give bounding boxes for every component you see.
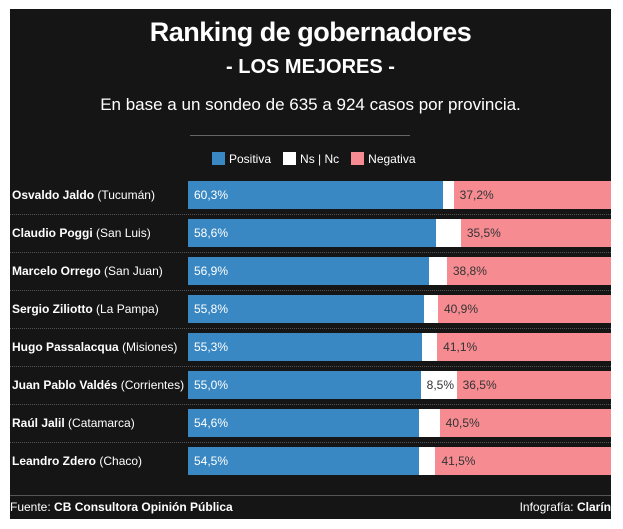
bar-positiva: 55,3% (188, 333, 422, 361)
bar-row: Leandro Zdero (Chaco) 54,5% 41,5% (10, 447, 611, 485)
data-label (429, 264, 435, 278)
chart-panel: Ranking de gobernadores - LOS MEJORES - … (10, 9, 611, 519)
bar-row: Juan Pablo Valdés (Corrientes) 55,0% 8,5% 3… (10, 371, 611, 409)
bar-nsnc (428, 257, 447, 285)
row-separator (10, 328, 611, 329)
bar-nsnc (418, 447, 436, 475)
data-label (436, 226, 442, 240)
bar-positiva: 54,6% (188, 409, 419, 437)
row-separator (10, 214, 611, 215)
bar-positiva: 58,6% (188, 219, 436, 247)
data-label (422, 340, 428, 354)
row-separator (10, 442, 611, 443)
row-separator (10, 404, 611, 405)
bar-nsnc (424, 295, 438, 323)
data-label: 56,9% (194, 264, 229, 278)
data-label: 40,9% (443, 302, 479, 316)
divider (190, 135, 410, 136)
bar-negativa: 41,1% (437, 333, 611, 361)
bar-positiva: 54,5% (188, 447, 419, 475)
row-label: Raúl Jalil (Catamarca) (12, 416, 135, 430)
data-label: 60,3% (194, 188, 229, 202)
footer: Fuente: CB Consultora Opinión Pública In… (10, 495, 611, 514)
bar-nsnc (418, 409, 440, 437)
data-label: 55,0% (194, 378, 229, 392)
row-separator (10, 366, 611, 367)
row-label: Osvaldo Jaldo (Tucumán) (12, 188, 155, 202)
bar-negativa: 40,9% (437, 295, 611, 323)
data-label: 55,3% (194, 340, 229, 354)
bar-row: Marcelo Orrego (San Juan) 56,9% 38,8% (10, 257, 611, 295)
bar-row: Raúl Jalil (Catamarca) 54,6% 40,5% (10, 409, 611, 447)
chart-title: Ranking de gobernadores (149, 17, 472, 47)
bar-negativa: 37,2% (453, 181, 611, 209)
bar-negativa: 41,5% (435, 447, 611, 475)
bar-nsnc (421, 333, 438, 361)
data-label: 41,5% (441, 454, 476, 468)
data-label (443, 188, 449, 202)
data-label: 55,8% (194, 302, 229, 316)
bar-negativa: 36,5% (456, 371, 611, 399)
chart-subtitle: - LOS MEJORES - (226, 56, 395, 78)
legend-nsnc: Ns | Nc (283, 152, 339, 166)
bar-row: Sergio Ziliotto (La Pampa) 55,8% 40,9% (10, 295, 611, 333)
bar-row: Osvaldo Jaldo (Tucumán) 60,3% 37,2% (10, 181, 611, 219)
bar-positiva: 55,8% (188, 295, 425, 323)
bar-nsnc: 8,5% (420, 371, 457, 399)
row-label: Claudio Poggi (San Luis) (12, 226, 151, 240)
bar-negativa: 40,5% (439, 409, 611, 437)
credit: Clarín (576, 500, 611, 514)
data-label: 37,2% (459, 188, 494, 202)
row-label: Marcelo Orrego (San Juan) (12, 264, 163, 278)
data-label: 38,8% (452, 264, 487, 278)
data-label (419, 454, 425, 468)
data-label: 40,5% (445, 416, 480, 430)
data-label: 54,6% (194, 416, 229, 430)
bar-row: Claudio Poggi (San Luis) 58,6% 35,5% (10, 219, 611, 257)
row-label: Juan Pablo Valdés (Corrientes) (12, 378, 185, 392)
source: CB Consultora Opinión Pública (54, 500, 233, 514)
data-label: 54,5% (194, 454, 229, 468)
legend-negativa: Negativa (351, 152, 416, 166)
bar-nsnc (443, 181, 454, 209)
legend-positiva: Positiva (212, 152, 271, 166)
data-label: 35,5% (466, 226, 501, 240)
data-label: 8,5% (426, 378, 454, 392)
bar-negativa: 38,8% (446, 257, 611, 285)
data-label: 41,1% (443, 340, 478, 354)
row-separator (10, 290, 611, 291)
bar-nsnc (435, 219, 461, 247)
data-label: 36,5% (462, 378, 497, 392)
chart-description: En base a un sondeo de 635 a 924 casos p… (100, 95, 521, 114)
bar-row: Hugo Passalacqua (Misiones) 55,3% 41,1% (10, 333, 611, 371)
row-label: Sergio Ziliotto (La Pampa) (12, 302, 159, 316)
bar-negativa: 35,5% (460, 219, 611, 247)
row-label: Leandro Zdero (Chaco) (12, 454, 143, 468)
bar-positiva: 56,9% (188, 257, 429, 285)
legend: Positiva Ns | Nc Negativa (212, 152, 416, 166)
data-label (424, 302, 430, 316)
bar-positiva: 55,0% (188, 371, 421, 399)
row-label: Hugo Passalacqua (Misiones) (12, 340, 178, 354)
data-label: 58,6% (194, 226, 229, 240)
row-separator (10, 252, 611, 253)
bar-positiva: 60,3% (188, 181, 444, 209)
data-label (419, 416, 425, 430)
